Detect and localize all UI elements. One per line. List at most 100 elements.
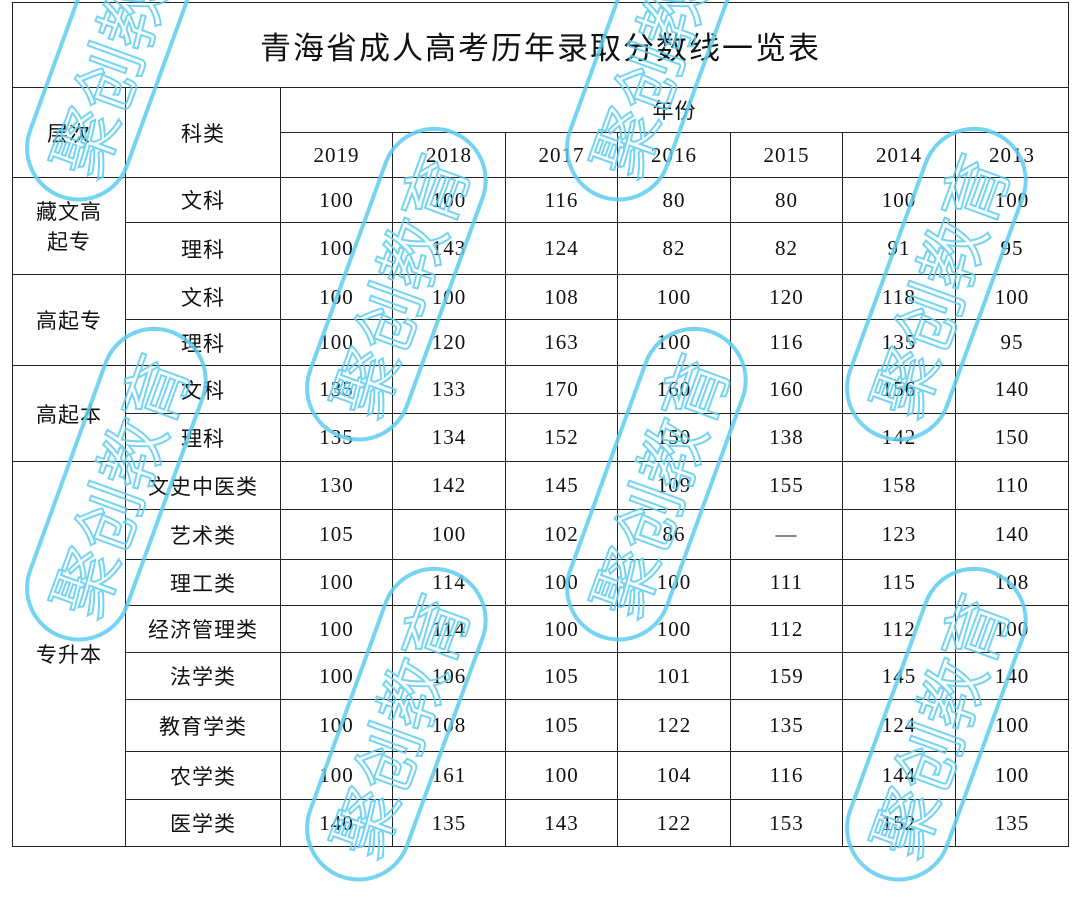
score-cell: 112 — [730, 605, 843, 653]
score-cell: 100 — [954, 605, 1070, 653]
score-cell: 100 — [617, 605, 731, 653]
score-cell: 135 — [730, 699, 843, 752]
score-cell: 130 — [280, 461, 393, 510]
score-cell: 100 — [617, 274, 731, 320]
score-cell: 100 — [954, 751, 1070, 800]
score-cell: 100 — [280, 559, 393, 606]
score-cell: 100 — [392, 177, 506, 223]
score-cell: 170 — [505, 365, 618, 414]
subject-cell: 经济管理类 — [125, 605, 281, 653]
subject-cell: 理工类 — [125, 559, 281, 606]
score-cell: 123 — [842, 509, 956, 560]
header-subject: 科类 — [125, 87, 281, 178]
level-cell: 高起专 — [12, 274, 126, 366]
score-cell: 120 — [392, 319, 506, 366]
header-level: 层次 — [12, 87, 126, 178]
subject-cell: 理科 — [125, 222, 281, 275]
score-cell: 109 — [617, 461, 731, 510]
header-year-group: 年份 — [279, 87, 1070, 133]
score-cell: 80 — [730, 177, 843, 223]
score-cell: 110 — [954, 461, 1070, 510]
subject-cell: 法学类 — [125, 652, 281, 700]
score-cell: 156 — [842, 365, 956, 414]
score-cell: 100 — [617, 559, 731, 606]
score-cell: 100 — [842, 177, 956, 223]
table-row: 藏文高起专 文科 100 100 116 80 80 100 100 — [12, 177, 1070, 275]
table-row: 经济管理类 100 114 100 100 112 112 100 — [13, 605, 1070, 653]
subject-cell: 文科 — [125, 274, 281, 320]
header-year: 2019 — [280, 132, 393, 178]
score-cell: 100 — [617, 319, 731, 366]
level-cell: 藏文高起专 — [12, 177, 126, 275]
score-cell: 100 — [505, 605, 618, 653]
score-cell: 152 — [505, 413, 618, 462]
header-year: 2014 — [842, 132, 956, 178]
score-cell: 135 — [280, 365, 393, 414]
score-cell: 112 — [842, 605, 956, 653]
header-year: 2013 — [954, 132, 1070, 178]
table-row: 专升本 文史中医类 130 142 145 109 155 158 110 — [12, 461, 1070, 847]
score-cell: 95 — [954, 222, 1070, 275]
subject-cell: 医学类 — [125, 799, 281, 847]
score-cell: 135 — [280, 413, 393, 462]
header-year: 2015 — [730, 132, 843, 178]
score-cell: 138 — [730, 413, 843, 462]
header-year: 2016 — [617, 132, 731, 178]
score-cell: 159 — [730, 652, 843, 700]
score-cell: 160 — [617, 365, 731, 414]
table-row: 高起专 文科 100 100 108 100 120 118 100 — [12, 274, 1070, 366]
score-cell: 101 — [617, 652, 731, 700]
score-cell: 82 — [730, 222, 843, 275]
score-cell: 163 — [505, 319, 618, 366]
score-cell: 161 — [392, 751, 506, 800]
score-cell: 95 — [954, 319, 1070, 366]
score-cell: 153 — [730, 799, 843, 847]
score-cell: 150 — [617, 413, 731, 462]
score-cell: 124 — [505, 222, 618, 275]
score-cell: 91 — [842, 222, 956, 275]
score-cell: 120 — [730, 274, 843, 320]
score-cell: 143 — [505, 799, 618, 847]
score-cell: 100 — [280, 177, 393, 223]
table-row: 艺术类 105 100 102 86—123 140 — [13, 509, 1070, 560]
score-cell: 100 — [280, 605, 393, 653]
score-cell: 114 — [392, 559, 506, 606]
score-cell: 114 — [392, 605, 506, 653]
score-cell: 100 — [505, 559, 618, 606]
score-cell: 145 — [842, 652, 956, 700]
score-cell: — — [730, 509, 843, 560]
subject-cell: 文史中医类 — [125, 461, 281, 510]
score-cell: 140 — [280, 799, 393, 847]
score-cell: 116 — [730, 319, 843, 366]
score-cell: 100 — [280, 751, 393, 800]
score-cell: 106 — [392, 652, 506, 700]
score-cell: 140 — [954, 652, 1070, 700]
score-cell: 100 — [280, 319, 393, 366]
table-row: 法学类 100 106 105 101 159 145 140 — [13, 652, 1070, 700]
score-cell: 160 — [730, 365, 843, 414]
score-cell: 145 — [505, 461, 618, 510]
score-cell: 115 — [842, 559, 956, 606]
score-cell: 100 — [280, 652, 393, 700]
score-cell: 108 — [505, 274, 618, 320]
score-cell: 135 — [954, 799, 1070, 847]
score-cell: 100 — [954, 274, 1070, 320]
score-cell: 124 — [842, 699, 956, 752]
score-cell: 100 — [954, 699, 1070, 752]
score-cell: 133 — [392, 365, 506, 414]
score-cell: 100 — [280, 699, 393, 752]
table-row: 理科 100 143 124 82 82 91 95 — [13, 222, 1070, 275]
table-row: 理科 135 134 152 150 138 142 150 — [13, 413, 1070, 462]
score-cell: 158 — [842, 461, 956, 510]
subject-cell: 农学类 — [125, 751, 281, 800]
score-cell: 116 — [505, 177, 618, 223]
score-cell: 108 — [392, 699, 506, 752]
score-cell: 122 — [617, 699, 731, 752]
score-cell: 116 — [730, 751, 843, 800]
score-cell: 100 — [392, 274, 506, 320]
score-cell: 102 — [505, 509, 618, 560]
score-cell: 140 — [954, 365, 1070, 414]
table-row: 农学类 100 161 100 104 116 144 100 — [13, 751, 1070, 800]
score-cell: 105 — [505, 699, 618, 752]
subject-cell: 教育学类 — [125, 699, 281, 752]
